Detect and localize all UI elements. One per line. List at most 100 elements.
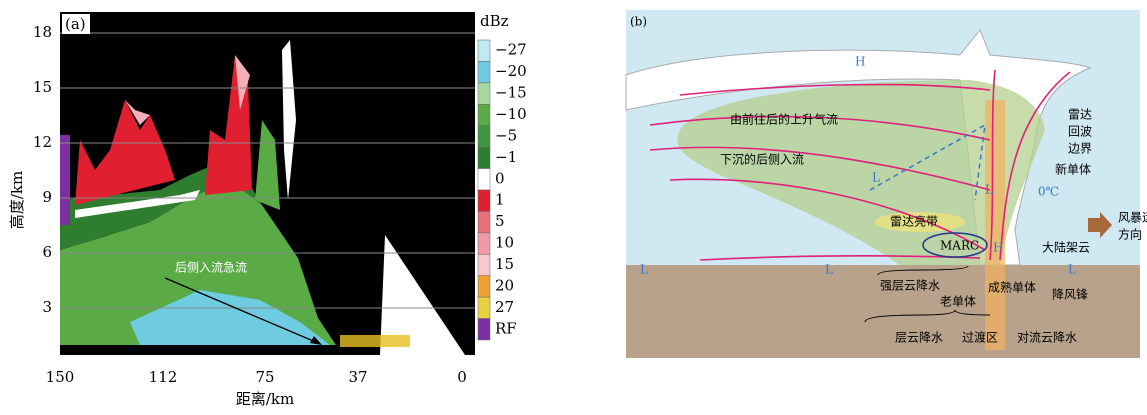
colorbar-swatch: [477, 296, 491, 319]
echo-red: [75, 100, 175, 205]
colorbar-swatch: [477, 39, 491, 62]
colorbar-swatch: [477, 211, 491, 234]
x-tick-label: 37: [348, 368, 367, 386]
colorbar-swatch: [477, 104, 491, 126]
flow-line: [999, 71, 1071, 261]
annotation: 后侧入流急流: [175, 260, 247, 275]
label: 过渡区: [962, 330, 998, 345]
y-axis-label: 高度/km: [8, 171, 26, 229]
label: 降风锋: [1052, 288, 1088, 302]
y-tick-label: 3: [42, 298, 52, 316]
colorbar-label: −15: [495, 84, 527, 102]
colorbar-label: −1: [495, 148, 517, 166]
label: 大陆架云: [1042, 240, 1090, 255]
colorbar-label: −27: [495, 41, 527, 59]
label: 0℃: [1038, 185, 1059, 199]
colorbar-label: −5: [495, 126, 517, 144]
label: MARC: [940, 239, 979, 253]
colorbar-swatch: [477, 254, 491, 276]
y-tick-label: 12: [33, 133, 52, 151]
colorbar-label: RF: [495, 319, 517, 337]
arrow: [164, 277, 319, 344]
ground: [626, 265, 1140, 358]
colorbar-swatch: [477, 189, 491, 212]
flow-line: [649, 146, 991, 191]
colorbar-swatch: [477, 61, 491, 84]
colorbar-label: 10: [495, 234, 514, 252]
label: 雷达亮带: [890, 214, 938, 229]
label: 下沉的后侧入流: [720, 152, 804, 167]
colorbar-label: 20: [495, 276, 514, 294]
low-marker: L: [825, 263, 833, 277]
flow-line: [649, 115, 991, 141]
marc-ellipse: [922, 232, 988, 258]
label: 回波: [1068, 125, 1092, 139]
dashed-path: [869, 123, 986, 201]
echo-yellow: [340, 335, 410, 347]
label: 对流云降水: [1017, 331, 1077, 345]
label: 边界: [1068, 142, 1092, 156]
echo-pink: [125, 100, 150, 125]
panel-a: (a) 后侧入流急流 150 112 75 37 0 距离/km 高度/km 3…: [8, 12, 527, 408]
colorbar-swatch: [477, 168, 491, 191]
colorbar-swatch: [477, 275, 491, 298]
echo-purple: [60, 135, 70, 225]
flow-line: [989, 69, 996, 261]
label: 方向: [1118, 227, 1142, 242]
y-tick-label: 9: [42, 188, 52, 206]
low-marker: L: [985, 183, 993, 197]
label: 新单体: [1055, 162, 1091, 177]
low-marker: L: [872, 171, 880, 185]
colorbar-label: 5: [495, 212, 505, 230]
convective-core: [985, 100, 1005, 350]
label: 层云降水: [895, 331, 943, 345]
y-tick-label: 18: [33, 23, 52, 41]
colorbar-swatch: [477, 318, 491, 341]
echo-green: [60, 180, 336, 345]
colorbar-unit: dBz: [480, 12, 509, 30]
colorbar-swatch: [477, 232, 491, 255]
y-tick-label: 15: [33, 78, 52, 96]
flow-line: [679, 83, 991, 96]
echo-cyan: [130, 290, 330, 345]
x-tick-label: 150: [46, 368, 75, 386]
bright-band: [875, 212, 965, 232]
y-tick-label: 6: [42, 243, 52, 261]
flow-line: [669, 178, 986, 251]
high-marker: H: [993, 241, 1003, 255]
x-axis-label: 距离/km: [236, 390, 294, 408]
label: 成熟单体: [988, 280, 1036, 295]
panel-label-box: [62, 14, 90, 34]
echo-pink: [235, 55, 250, 110]
panel-b: (b) H H L L L L L 由前往后的上升气流 下沉的后侧入流 雷达 回…: [625, 10, 1147, 358]
label: 风暴运动: [1118, 211, 1147, 225]
label: 老单体: [940, 295, 976, 309]
panel-label: (b): [630, 15, 647, 29]
echo-white: [380, 235, 465, 355]
motion-arrow: [1088, 212, 1112, 238]
label: 强层云降水: [880, 279, 940, 293]
x-tick-label: 0: [457, 368, 467, 386]
echo-white: [75, 190, 200, 218]
high-marker: H: [855, 55, 865, 69]
x-tick-label: 75: [255, 368, 274, 386]
label: 由前往后的上升气流: [730, 112, 838, 127]
colorbar-swatch: [477, 82, 491, 105]
colorbar-label: −20: [495, 62, 527, 80]
colorbar-label: 27: [495, 298, 514, 316]
colorbar-label: 0: [495, 169, 505, 187]
brace: [877, 265, 969, 276]
low-marker: L: [640, 263, 648, 277]
colorbar-label: 1: [495, 191, 505, 209]
colorbar-label: −10: [495, 105, 527, 123]
echo-white: [282, 40, 296, 200]
low-marker: L: [1068, 263, 1076, 277]
colorbar-label: 15: [495, 255, 514, 273]
arrow-head: [310, 336, 322, 345]
label: 雷达: [1068, 108, 1092, 122]
panel-label: (a): [65, 15, 86, 33]
colorbar-swatch: [477, 146, 491, 169]
brace: [864, 309, 991, 323]
